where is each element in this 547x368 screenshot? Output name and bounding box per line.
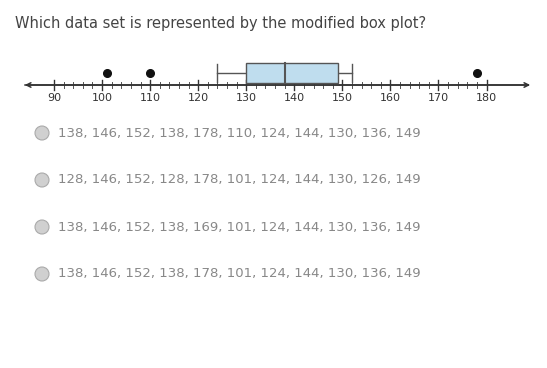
Text: 150: 150	[332, 93, 353, 103]
Text: 140: 140	[284, 93, 305, 103]
Circle shape	[35, 126, 49, 140]
Text: 120: 120	[188, 93, 209, 103]
Text: 138, 146, 152, 138, 178, 110, 124, 144, 130, 136, 149: 138, 146, 152, 138, 178, 110, 124, 144, …	[58, 127, 421, 139]
Circle shape	[35, 173, 49, 187]
Bar	[246, 63, 337, 83]
Text: 90: 90	[47, 93, 61, 103]
Text: 138, 146, 152, 138, 178, 101, 124, 144, 130, 136, 149: 138, 146, 152, 138, 178, 101, 124, 144, …	[58, 268, 421, 280]
Circle shape	[35, 220, 49, 234]
Text: 128, 146, 152, 128, 178, 101, 124, 144, 130, 126, 149: 128, 146, 152, 128, 178, 101, 124, 144, …	[58, 173, 421, 187]
Text: 100: 100	[91, 93, 113, 103]
Text: 170: 170	[428, 93, 449, 103]
Text: 130: 130	[236, 93, 257, 103]
Text: 180: 180	[476, 93, 497, 103]
Text: 160: 160	[380, 93, 401, 103]
Text: 138, 146, 152, 138, 169, 101, 124, 144, 130, 136, 149: 138, 146, 152, 138, 169, 101, 124, 144, …	[58, 220, 421, 234]
Circle shape	[35, 267, 49, 281]
Text: Which data set is represented by the modified box plot?: Which data set is represented by the mod…	[15, 16, 426, 31]
Text: 110: 110	[139, 93, 161, 103]
